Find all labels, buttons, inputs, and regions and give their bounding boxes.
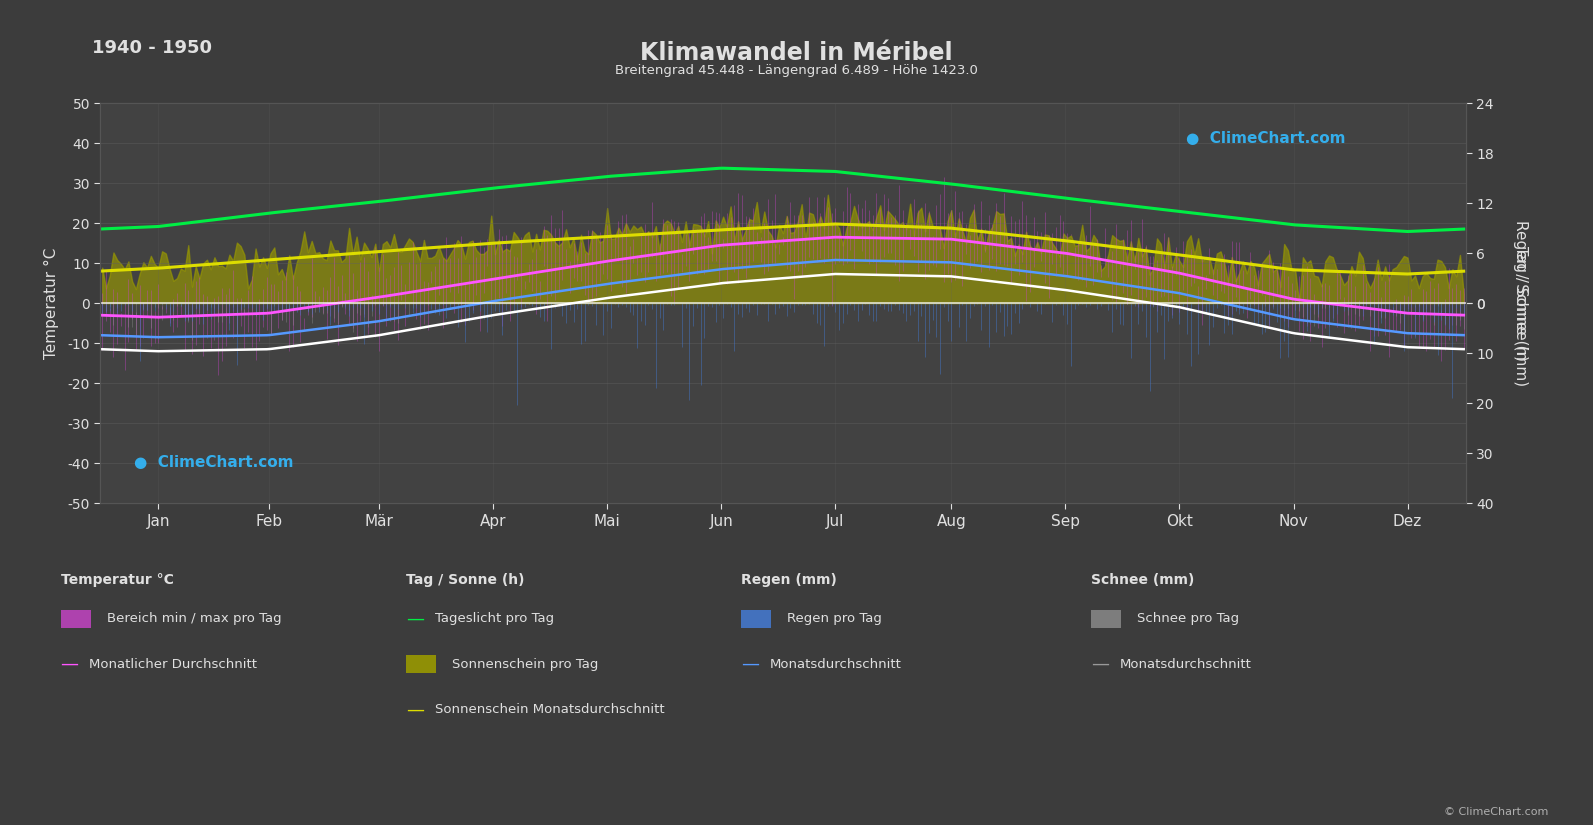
Text: Schnee pro Tag: Schnee pro Tag [1137,612,1239,625]
Text: —: — [1091,655,1109,673]
Text: Monatsdurchschnitt: Monatsdurchschnitt [769,658,902,671]
Text: 1940 - 1950: 1940 - 1950 [92,39,212,57]
Text: ●  ClimeChart.com: ● ClimeChart.com [1185,131,1344,146]
Text: —: — [406,700,424,719]
Text: Schnee (mm): Schnee (mm) [1091,573,1195,587]
Text: Regen pro Tag: Regen pro Tag [787,612,883,625]
Text: Regen (mm): Regen (mm) [741,573,836,587]
Text: Tag / Sonne (h): Tag / Sonne (h) [406,573,524,587]
Text: Temperatur °C: Temperatur °C [61,573,174,587]
Text: Tageslicht pro Tag: Tageslicht pro Tag [435,612,554,625]
Text: Klimawandel in Méribel: Klimawandel in Méribel [640,41,953,65]
Text: ●  ClimeChart.com: ● ClimeChart.com [134,455,295,470]
Text: Bereich min / max pro Tag: Bereich min / max pro Tag [107,612,282,625]
Text: © ClimeChart.com: © ClimeChart.com [1443,807,1548,817]
Text: —: — [406,610,424,628]
Text: —: — [741,655,758,673]
Text: Monatsdurchschnitt: Monatsdurchschnitt [1120,658,1252,671]
Y-axis label: Tag / Sonne (h): Tag / Sonne (h) [1513,246,1528,361]
Text: —: — [61,655,78,673]
Y-axis label: Temperatur °C: Temperatur °C [45,248,59,359]
Text: Breitengrad 45.448 - Längengrad 6.489 - Höhe 1423.0: Breitengrad 45.448 - Längengrad 6.489 - … [615,64,978,78]
Text: Sonnenschein pro Tag: Sonnenschein pro Tag [452,658,599,671]
Y-axis label: Regen / Schnee (mm): Regen / Schnee (mm) [1513,220,1528,386]
Text: Sonnenschein Monatsdurchschnitt: Sonnenschein Monatsdurchschnitt [435,703,664,716]
Text: Monatlicher Durchschnitt: Monatlicher Durchschnitt [89,658,256,671]
